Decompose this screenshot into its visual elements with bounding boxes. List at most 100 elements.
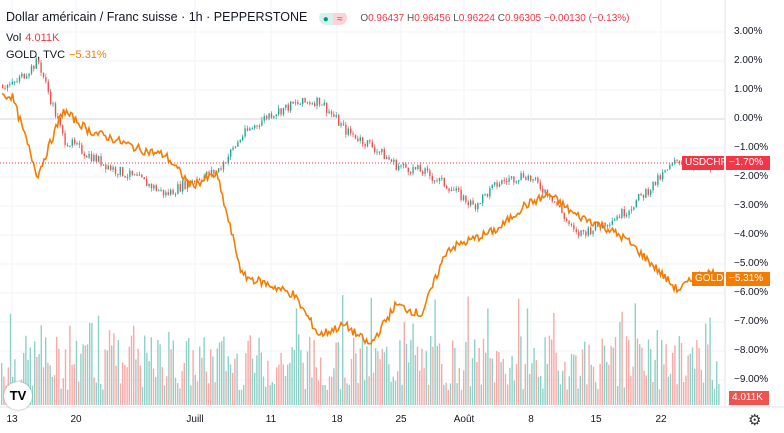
- candle: [364, 143, 366, 147]
- volume-bar: [287, 364, 289, 405]
- volume-bar: [361, 336, 364, 405]
- candle: [206, 171, 208, 176]
- volume-bar: [394, 380, 397, 405]
- candle: [551, 197, 553, 202]
- volume-bar: [1, 363, 3, 405]
- symbol-legend[interactable]: Dollar américain / Franc suisse · 1h · P…: [6, 10, 630, 25]
- volume-bar: [705, 323, 707, 405]
- volume-bar: [489, 358, 491, 405]
- volume-bar: [100, 384, 102, 405]
- volume-bar: [518, 298, 520, 405]
- volume-bar: [78, 381, 80, 405]
- volume-bar: [284, 375, 287, 405]
- volume-bar: [445, 382, 447, 405]
- candle: [170, 189, 172, 195]
- volume-bar: [368, 376, 370, 405]
- candle: [518, 179, 520, 182]
- volume-legend[interactable]: Vol 4.011K: [6, 32, 60, 44]
- volume-bar: [718, 384, 720, 405]
- candle: [160, 189, 162, 191]
- candle: [273, 116, 275, 118]
- volume-bar: [491, 358, 493, 405]
- volume-bar: [364, 380, 366, 405]
- volume-bar: [174, 377, 177, 405]
- ohlc-values: O0.96437 H0.96456 L0.96224 C0.96305 −0.0…: [360, 13, 630, 24]
- volume-bar: [526, 308, 529, 405]
- volume-bar: [212, 356, 214, 405]
- candle: [244, 128, 246, 137]
- settings-gear-icon[interactable]: ⚙: [748, 412, 762, 429]
- volume-bar: [225, 370, 227, 405]
- volume-bar: [469, 386, 471, 405]
- candle: [527, 175, 529, 180]
- volume-bar: [652, 381, 654, 405]
- volume-bar: [375, 348, 377, 405]
- volume-bar: [579, 375, 581, 405]
- volume-bar: [392, 376, 394, 405]
- volume-bar: [262, 376, 265, 405]
- candle: [369, 140, 371, 142]
- volume-bar: [498, 351, 500, 405]
- candle: [542, 188, 544, 193]
- candle: [14, 81, 16, 83]
- volume-bar: [665, 344, 667, 405]
- volume-bar: [388, 364, 390, 405]
- candle: [342, 123, 345, 125]
- candle: [323, 102, 325, 106]
- gold-compare-legend[interactable]: GOLD, TVC −5.31%: [6, 49, 107, 61]
- candle: [554, 201, 556, 203]
- volume-bar: [716, 361, 718, 405]
- volume-bar: [75, 340, 78, 405]
- volume-bar: [533, 347, 535, 405]
- volume-bar: [315, 367, 317, 405]
- volume-bar: [254, 372, 256, 405]
- candle: [510, 176, 513, 179]
- volume-bar: [221, 341, 223, 405]
- candle: [136, 174, 138, 176]
- tradingview-logo[interactable]: TV: [4, 382, 32, 410]
- volume-bar: [64, 349, 67, 405]
- candle: [23, 73, 25, 79]
- candle: [650, 190, 652, 195]
- candle: [458, 188, 460, 190]
- candle: [609, 224, 611, 226]
- volume-bar: [610, 345, 612, 405]
- volume-bar: [577, 388, 579, 405]
- usdchf-series-tag: USDCHF: [682, 156, 727, 170]
- candle: [124, 175, 126, 178]
- volume-bar: [267, 360, 269, 405]
- gold-price-tag: −5.31%: [726, 272, 770, 286]
- candle: [626, 215, 628, 217]
- volume-bar: [133, 325, 135, 405]
- candle: [177, 184, 179, 194]
- volume-bar: [161, 367, 163, 405]
- volume-bar: [504, 373, 507, 405]
- candle: [278, 108, 280, 115]
- candle: [210, 169, 213, 175]
- volume-bar: [357, 382, 359, 405]
- candle: [218, 168, 220, 172]
- candle: [246, 128, 249, 131]
- candle: [582, 230, 585, 232]
- volume-bar: [562, 370, 564, 405]
- volume-bar: [148, 360, 150, 405]
- candle: [676, 159, 678, 161]
- volume-bar: [603, 345, 606, 405]
- volume-bar: [190, 385, 192, 405]
- candle: [213, 169, 215, 174]
- volume-bar: [581, 349, 584, 405]
- volume-bar: [377, 351, 379, 405]
- volume-bar: [256, 355, 258, 405]
- y-tick-label: −9.00%: [734, 374, 769, 385]
- volume-bar: [696, 340, 698, 405]
- candle: [479, 203, 481, 205]
- candle: [681, 163, 683, 165]
- volume-bar: [141, 387, 144, 405]
- volume-bar: [271, 382, 273, 405]
- x-tick-label: 13: [6, 414, 18, 425]
- volume-bar: [152, 368, 155, 405]
- status-pill[interactable]: ● ≈: [318, 11, 347, 25]
- volume-bar: [51, 376, 53, 405]
- candle: [184, 180, 186, 189]
